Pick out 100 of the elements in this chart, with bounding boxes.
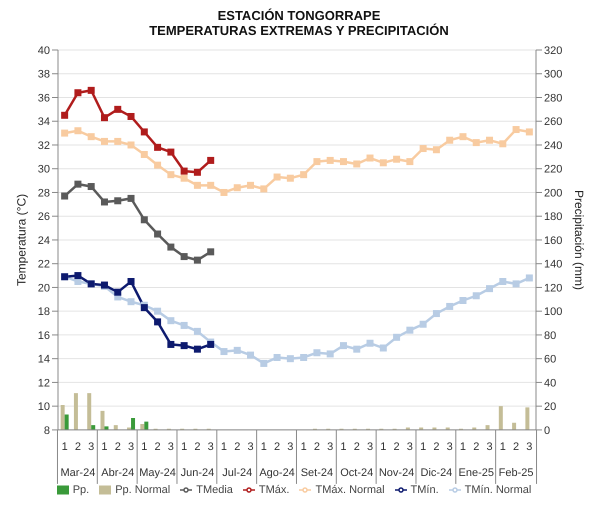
legend-label: TMín.: [410, 484, 439, 496]
x-tick-label: 1: [300, 440, 307, 453]
point: [194, 182, 201, 189]
text: Ago-24: [259, 466, 295, 479]
bar: [144, 422, 148, 430]
bar: [60, 404, 65, 430]
x-tick-label: 2: [394, 440, 400, 453]
point: [247, 182, 254, 189]
text: Abr-24: [101, 466, 134, 479]
x-tick-label: 1: [260, 440, 267, 453]
x-tick-label: 2: [473, 440, 480, 453]
y-tick-label: 38: [38, 68, 50, 81]
y2-tick-label: 140: [544, 258, 562, 271]
bar: [64, 414, 69, 430]
y2-tick-label: 200: [544, 187, 562, 200]
point: [274, 354, 281, 361]
x-tick-label: 3: [88, 440, 94, 453]
y2-tick-label: 240: [544, 140, 562, 152]
x-tick-label: 3: [446, 440, 453, 453]
y2-tick-label: 300: [544, 68, 562, 81]
y2-tick-label: 120: [544, 282, 562, 294]
point: [340, 158, 347, 166]
bar: [140, 424, 144, 430]
x-tick-label: 3: [168, 440, 174, 453]
point: [274, 174, 281, 181]
point: [472, 139, 480, 146]
point: [128, 112, 135, 120]
point: [446, 136, 454, 144]
x-tick-label: 1: [380, 440, 386, 453]
point: [406, 158, 414, 166]
point: [300, 354, 308, 361]
point: [61, 112, 68, 119]
point: [140, 128, 148, 136]
point: [61, 130, 68, 137]
text: Oct-24: [340, 466, 374, 479]
y2-tick-label: 160: [544, 234, 562, 247]
text: Set-24: [300, 466, 334, 479]
point: [326, 156, 334, 164]
text: May-24: [139, 466, 176, 479]
point: [61, 192, 68, 200]
point: [247, 352, 254, 359]
point: [167, 148, 174, 156]
y-tick-label: 14: [38, 354, 50, 366]
text: Nov-24: [378, 466, 414, 479]
bar: [114, 425, 118, 430]
point: [180, 342, 188, 350]
point: [100, 198, 108, 206]
x-tick-label: 2: [513, 440, 520, 453]
point: [300, 171, 308, 178]
point: [326, 350, 334, 358]
x-tick-label: 1: [500, 440, 506, 453]
point: [154, 308, 162, 315]
x-tick-label: 1: [101, 440, 108, 453]
point: [74, 127, 82, 134]
y-tick-label: 26: [38, 211, 50, 224]
point: [432, 310, 440, 318]
y2-tick-label: 60: [544, 354, 556, 366]
point: [313, 158, 320, 166]
point: [88, 133, 95, 140]
point: [128, 278, 135, 286]
point: [432, 146, 440, 154]
chart-title: ESTACIÓN TONGORRAPE: [216, 8, 382, 23]
x-tick-label: 3: [406, 440, 413, 453]
text: Mar-24: [60, 466, 96, 479]
point: [446, 302, 454, 310]
point: [167, 317, 174, 324]
point: [128, 194, 135, 202]
legend-label: Pp. Normal: [115, 484, 170, 496]
y-tick-label: 34: [38, 116, 50, 128]
point: [459, 297, 466, 304]
point: [194, 256, 201, 264]
point: [286, 355, 294, 362]
x-tick-label: 2: [194, 440, 200, 453]
point: [100, 114, 108, 122]
point: [194, 328, 201, 335]
y2-tick-label: 100: [544, 306, 562, 318]
point: [128, 298, 135, 306]
point: [114, 288, 122, 296]
point: [207, 248, 214, 256]
point: [167, 171, 174, 178]
x-tick-label: 1: [181, 440, 188, 453]
point: [472, 292, 480, 300]
point: [180, 174, 188, 182]
point: [260, 185, 268, 192]
x-tick-label: 1: [420, 440, 426, 453]
y2-tick-label: 80: [544, 330, 556, 342]
x-tick-label: 2: [354, 440, 360, 453]
point: [486, 136, 494, 144]
point: [526, 128, 533, 136]
y-axis-title: Temperatura (°C): [14, 194, 28, 286]
bar: [512, 422, 516, 430]
text: Dic-24: [420, 466, 452, 479]
y2-tick-label: 0: [544, 424, 550, 437]
point: [194, 168, 201, 176]
point: [220, 188, 228, 196]
y2-tick-label: 320: [544, 44, 562, 57]
point: [366, 340, 374, 347]
point: [180, 253, 188, 260]
y2-axis-title: Precipitación (mm): [572, 190, 586, 290]
x-tick-label: 3: [486, 440, 493, 453]
